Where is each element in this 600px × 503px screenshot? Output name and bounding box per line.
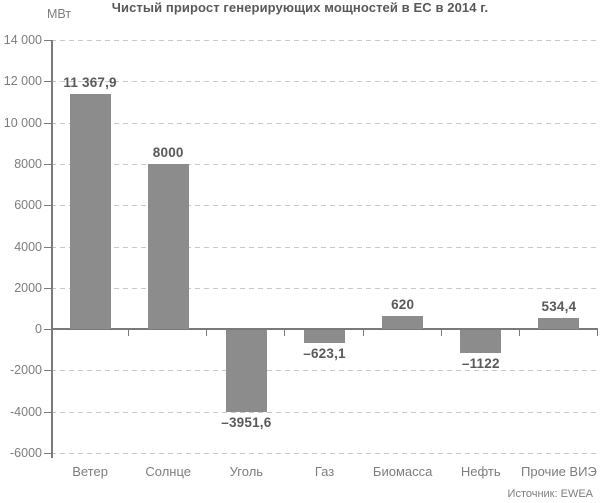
gridline [51, 81, 598, 83]
y-tick-label: 4000 [14, 239, 42, 254]
y-tick-label: -4000 [10, 404, 42, 419]
y-axis-tick [44, 163, 51, 165]
x-axis-zero-line [51, 328, 598, 331]
gridline [51, 370, 598, 372]
x-axis-tick [284, 330, 286, 337]
y-tick-label: 8000 [14, 156, 42, 171]
gridline [51, 453, 598, 454]
bar [225, 330, 267, 412]
chart-title: Чистый прирост генерирующих мощностей в … [111, 0, 489, 15]
y-axis-tick [44, 246, 51, 248]
x-axis-tick [597, 330, 598, 337]
y-axis-tick [44, 453, 51, 454]
gridline [51, 287, 598, 289]
y-tick-label: 6000 [14, 198, 42, 213]
y-tick-label: 2000 [14, 280, 42, 295]
bar-value-label: 11 367,9 [63, 75, 117, 91]
category-label: Нефть [460, 464, 501, 479]
y-tick-label: -6000 [10, 446, 42, 460]
y-tick-label: -2000 [10, 363, 42, 378]
category-label: Ветер [72, 464, 108, 479]
y-axis-tick [44, 411, 51, 413]
gridline [51, 122, 598, 124]
source-note: Источник: EWEA [507, 488, 593, 500]
category-label: Газ [314, 464, 335, 479]
bar-value-label: 620 [391, 297, 415, 313]
gridline [51, 411, 598, 413]
y-axis-tick [44, 81, 51, 83]
gridline [51, 205, 598, 207]
y-axis-tick [44, 205, 51, 207]
bar-value-label: –623,1 [303, 345, 346, 361]
bar-value-label: 8000 [152, 144, 184, 160]
y-tick-label: 0 [35, 322, 42, 337]
y-axis-tick [44, 329, 51, 331]
bar [147, 163, 189, 330]
y-tick-label: 14 000 [3, 33, 42, 47]
y-tick-label: 12 000 [3, 74, 42, 89]
y-axis-tick [44, 287, 51, 289]
y-axis-tick [44, 122, 51, 124]
category-label: Прочие ВИЭ [521, 464, 597, 479]
bar [538, 318, 580, 330]
bar [382, 316, 424, 330]
gridline [51, 163, 598, 165]
bar [460, 330, 502, 354]
y-axis-tick [44, 40, 51, 41]
x-axis-tick [362, 330, 364, 337]
x-axis-tick [440, 330, 442, 337]
x-axis-tick [206, 330, 208, 337]
x-axis-tick [128, 330, 130, 337]
y-axis-tick [44, 370, 51, 372]
bar [69, 94, 111, 330]
bar-value-label: –3951,6 [221, 414, 272, 430]
y-tick-label: 10 000 [3, 115, 42, 130]
category-label: Биомасса [372, 464, 433, 479]
category-label: Солнце [145, 464, 192, 479]
gridline [51, 40, 598, 41]
bar-value-label: 534,4 [541, 299, 577, 315]
bar [304, 330, 345, 343]
bar-value-label: –1122 [461, 356, 500, 372]
y-axis-line [51, 40, 53, 458]
category-label: Уголь [229, 464, 264, 479]
gridline [51, 246, 598, 248]
x-axis-tick [518, 330, 520, 337]
y-axis-unit-label: МВт [47, 7, 72, 21]
